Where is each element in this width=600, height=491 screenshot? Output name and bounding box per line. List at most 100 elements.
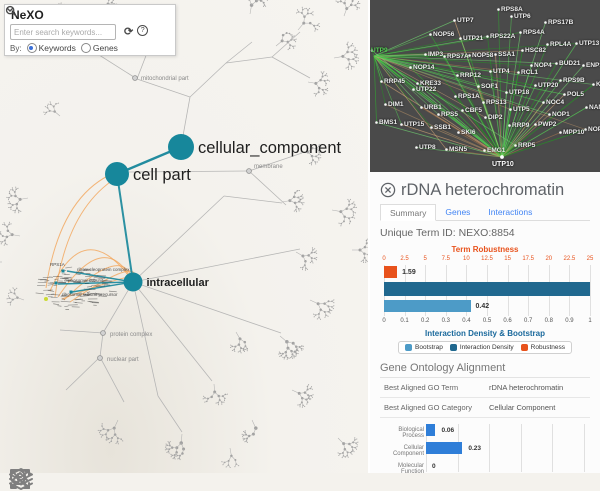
top-axis-tick: 7.5 <box>437 256 455 262</box>
gene-node-label[interactable]: RPS7A <box>447 53 469 60</box>
gene-node-label[interactable]: RPS4A <box>523 29 545 36</box>
gene-node-label[interactable]: UTP6 <box>514 13 531 20</box>
gene-node-label[interactable]: URB1 <box>424 104 442 111</box>
gene-node-label[interactable]: RPS5 <box>441 111 458 118</box>
category-label: Cellular Component <box>380 445 424 457</box>
top-axis-tick: 17.5 <box>519 256 537 262</box>
x-axis-label: Interaction Density & Bootstrap <box>380 329 590 338</box>
top-axis-tick: 12.5 <box>478 256 496 262</box>
gene-node-label[interactable]: RPS22A <box>490 33 515 40</box>
gene-node-label[interactable]: NOP6 <box>588 126 600 133</box>
term-details-panel: rDNA heterochromatin Summary Genes Inter… <box>368 172 600 473</box>
gene-node-label[interactable]: BMS1 <box>379 119 397 126</box>
bar-value-label: 0 <box>432 463 436 470</box>
gene-node-label[interactable]: RRP12 <box>460 72 481 79</box>
layers-icon[interactable] <box>8 467 34 491</box>
gene-node-label[interactable]: DIP2 <box>488 114 502 121</box>
help-icon[interactable]: ? <box>137 25 148 36</box>
gene-node-label[interactable]: UTP13 <box>579 40 599 47</box>
gene-node-label[interactable]: IMP3 <box>428 51 443 58</box>
svg-text:RPS1A: RPS1A <box>50 262 65 267</box>
gene-node-label[interactable]: UTP15 <box>404 121 424 128</box>
radio-genes-circle[interactable] <box>81 43 91 53</box>
gene-node-label[interactable]: SKI6 <box>461 129 475 136</box>
gene-node-label[interactable]: NOC4 <box>546 99 564 106</box>
gene-node-label[interactable]: KRR1 <box>596 81 600 88</box>
gene-node-label[interactable]: UTP22 <box>416 86 436 93</box>
bar-bootstrap <box>384 300 471 312</box>
tab-bar: Summary Genes Interactions <box>380 204 590 221</box>
gene-node-label[interactable]: MPP10 <box>563 129 584 136</box>
radio-keywords[interactable]: Keywords <box>27 43 76 53</box>
gene-node-label[interactable]: ENP1 <box>586 62 600 69</box>
gene-node-label[interactable]: CBF5 <box>465 107 482 114</box>
gene-node-label[interactable]: EMG1 <box>487 147 505 154</box>
gene-node-label-hub[interactable]: UTP10 <box>492 161 514 168</box>
page-title: rDNA heterochromatin <box>401 181 564 200</box>
gene-node-label[interactable]: NOP4 <box>534 62 552 69</box>
tab-genes[interactable]: Genes <box>436 204 479 220</box>
gene-node-label[interactable]: RPS8A <box>501 6 523 13</box>
search-panel: NeXO ⟳ ? By: Keywords <box>4 4 176 56</box>
gene-node-label[interactable]: UTP8 <box>419 144 436 151</box>
legend-item[interactable]: Robustness <box>521 344 565 351</box>
bar-value-label: 0.42 <box>476 303 490 310</box>
gene-node-label[interactable]: NOP14 <box>413 64 434 71</box>
gene-node-label[interactable]: MSN5 <box>449 146 467 153</box>
gene-node-label[interactable]: SSB1 <box>434 124 451 131</box>
gene-node-label[interactable]: NOP58 <box>472 52 493 59</box>
legend-swatch <box>405 344 412 351</box>
gene-node-label[interactable]: RPS17B <box>548 19 573 26</box>
gene-node-label[interactable]: PWP2 <box>538 121 556 128</box>
gridline <box>489 424 490 472</box>
gene-node-label[interactable]: SOF1 <box>481 83 498 90</box>
gene-node-label[interactable]: RRP45 <box>384 78 405 85</box>
gene-node-label[interactable]: UTP20 <box>538 82 558 89</box>
gene-node-label[interactable]: RPS13 <box>486 99 507 106</box>
gene-node-label[interactable]: NAN1 <box>589 104 600 111</box>
bottom-axis-tick: 1 <box>581 318 599 324</box>
gene-node-label[interactable]: POL5 <box>567 91 584 98</box>
radio-keywords-circle[interactable] <box>27 43 37 53</box>
bar-cellular-component <box>426 442 462 454</box>
gene-node-label[interactable]: BUD21 <box>559 60 580 67</box>
top-axis-tick: 20 <box>540 256 558 262</box>
gene-node-label[interactable]: NOP1 <box>552 111 570 118</box>
gene-node-label[interactable]: RRP5 <box>518 142 535 149</box>
tab-summary[interactable]: Summary <box>380 204 436 221</box>
go-alignment-heading: Gene Ontology Alignment <box>380 362 590 378</box>
gene-node-label[interactable]: NOP56 <box>433 31 454 38</box>
gene-node-label[interactable]: RPS1A <box>458 93 480 100</box>
radio-genes[interactable]: Genes <box>81 43 118 53</box>
bar-robustness <box>384 266 397 278</box>
search-input[interactable] <box>10 24 116 40</box>
gene-node-label[interactable]: UTP9 <box>371 47 388 54</box>
legend-item[interactable]: Bootstrap <box>405 344 443 351</box>
gene-node-label[interactable]: UTP5 <box>513 106 530 113</box>
svg-text:intracellular: intracellular <box>147 277 210 289</box>
reset-icon[interactable]: ⟳ <box>124 27 133 38</box>
gene-node-label[interactable]: RPS9B <box>563 77 585 84</box>
tab-interactions[interactable]: Interactions <box>479 204 541 220</box>
gene-node-label[interactable]: UTP4 <box>493 68 510 75</box>
svg-text:ribosomal subunit: ribosomal subunit <box>68 278 104 283</box>
bottom-axis-tick: 0.6 <box>499 318 517 324</box>
top-axis-tick: 2.5 <box>396 256 414 262</box>
gene-node-label[interactable]: RRP9 <box>512 122 529 129</box>
gene-node-label[interactable]: RCL1 <box>521 69 538 76</box>
gene-node-label[interactable]: HSC82 <box>525 47 546 54</box>
close-icon[interactable] <box>380 182 396 198</box>
gene-node-label[interactable]: UTP18 <box>509 89 529 96</box>
svg-text:ribonucleoprotein complex: ribonucleoprotein complex <box>77 267 130 272</box>
gene-node-label[interactable]: UTP7 <box>457 17 474 24</box>
gene-node-label[interactable]: RPL4A <box>550 41 571 48</box>
ontology-canvas[interactable]: RPS1A ribonucleoprotein complex ribosomal … <box>0 0 368 473</box>
legend-item[interactable]: Interaction Density <box>450 344 514 351</box>
gene-node-label[interactable]: DIM1 <box>388 101 404 108</box>
gene-node-label[interactable]: UTP21 <box>463 35 483 42</box>
gene-node-label[interactable]: SSA1 <box>498 51 515 58</box>
